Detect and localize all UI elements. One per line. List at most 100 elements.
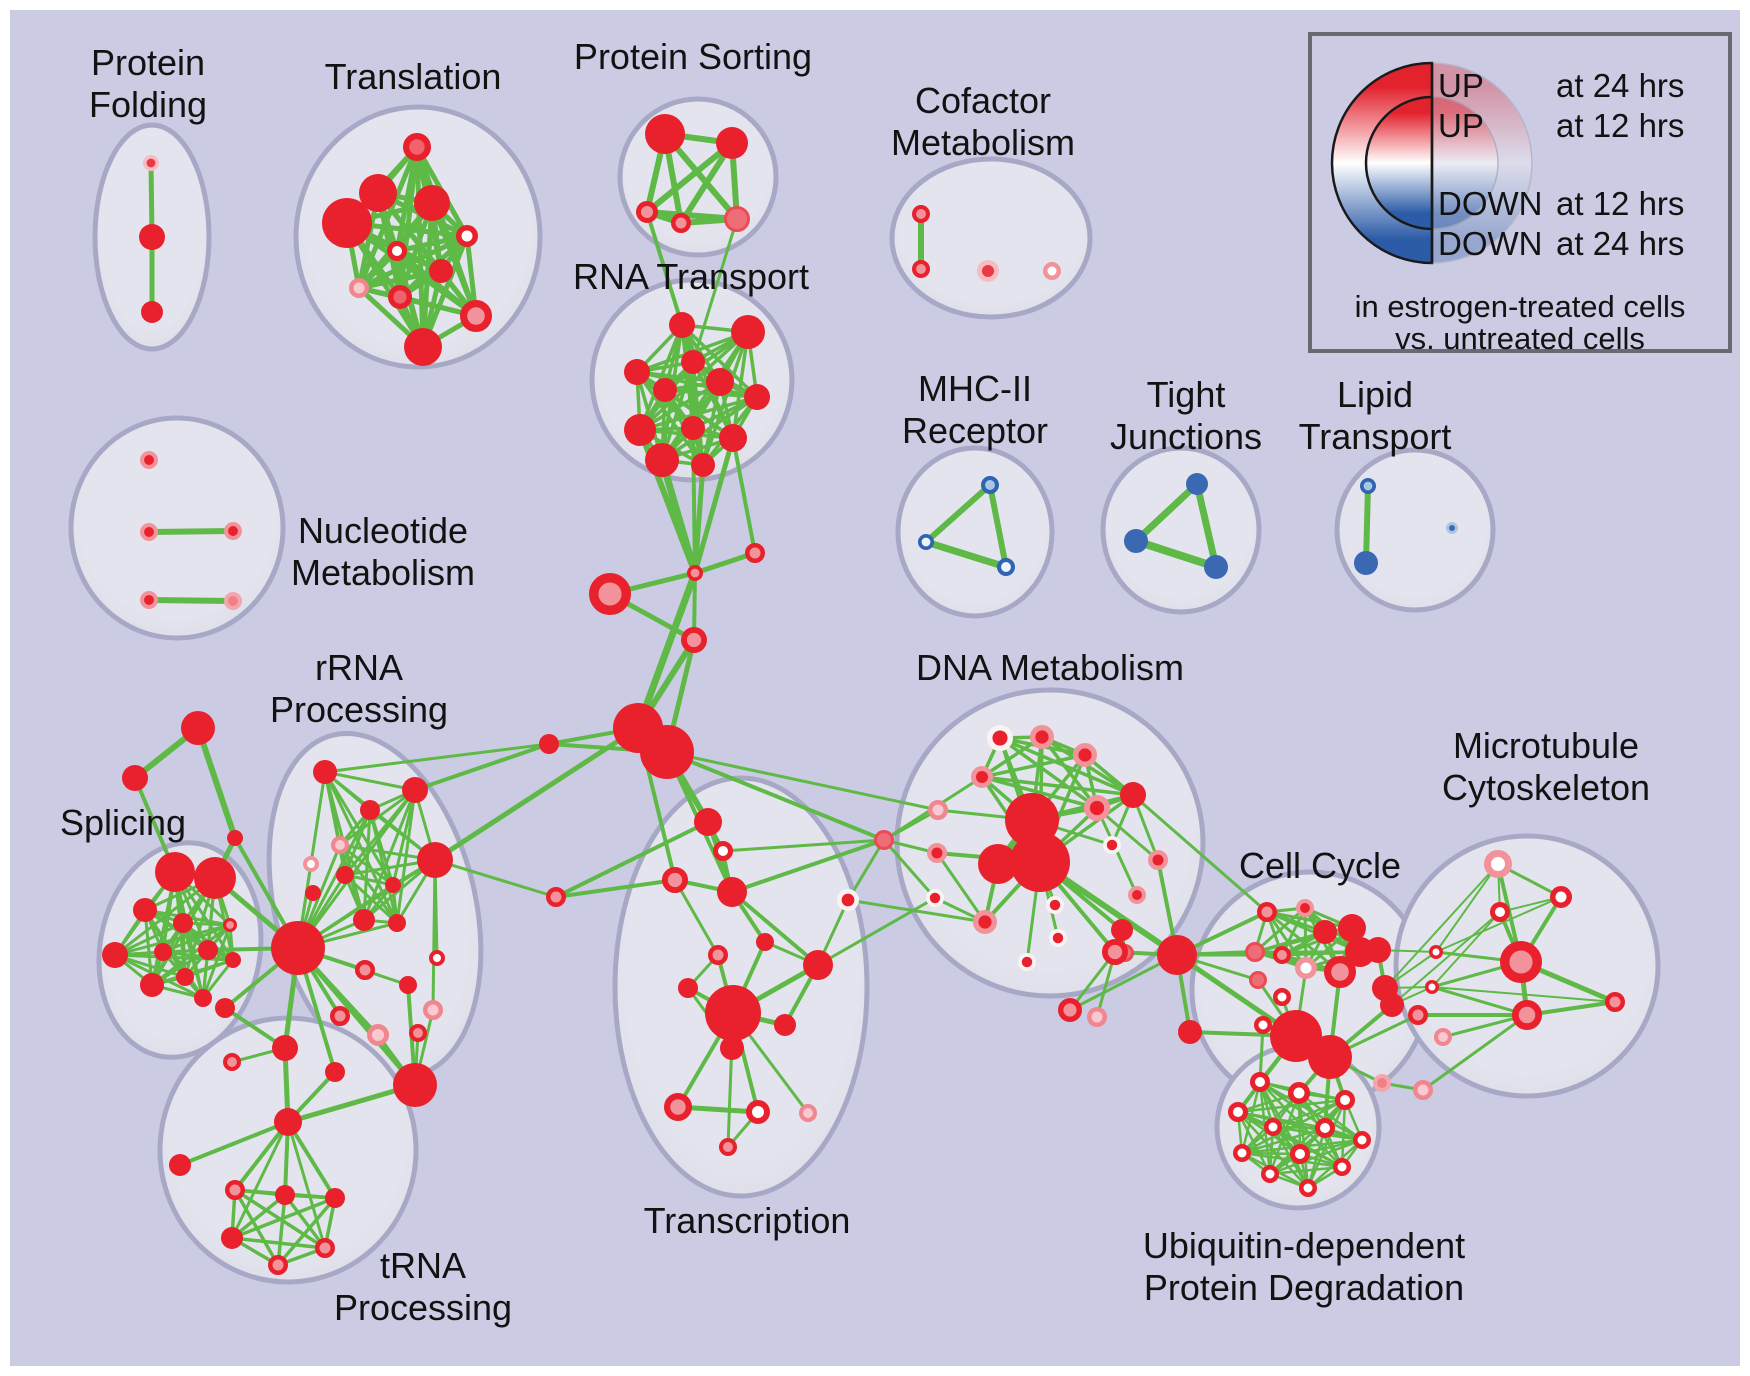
node-dn20 xyxy=(1057,998,1082,1023)
cluster-label-microtubule-cytoskeleton: Microtubule Cytoskeleton xyxy=(1441,725,1651,808)
node-rr9 xyxy=(305,885,321,901)
edge xyxy=(721,838,886,853)
node-cc0 xyxy=(1178,1020,1202,1044)
node-rt9 xyxy=(681,416,705,440)
node-cm3 xyxy=(976,260,999,283)
edge xyxy=(987,482,1009,570)
node-tr2 xyxy=(713,841,733,861)
edge xyxy=(1431,986,1616,1003)
node-lt2 xyxy=(1354,551,1378,575)
node-rt2 xyxy=(731,315,765,349)
node-c2 xyxy=(745,543,765,563)
cluster-label-dna-metabolism: DNA Metabolism xyxy=(915,647,1185,688)
node-dn10 xyxy=(1148,850,1168,870)
node-tr3 xyxy=(661,866,688,893)
edge xyxy=(638,395,759,432)
edge xyxy=(195,725,238,841)
node-tj3 xyxy=(1204,555,1228,579)
edge xyxy=(230,1196,337,1240)
node-tr8 xyxy=(803,950,833,980)
edge xyxy=(816,896,937,967)
edge xyxy=(431,858,437,1012)
cluster-label-transcription: Transcription xyxy=(643,1200,851,1241)
node-u2 xyxy=(1288,1082,1310,1104)
node-rr2 xyxy=(402,777,428,803)
node-cc13 xyxy=(1254,1016,1272,1034)
node-rr3 xyxy=(360,800,380,820)
node-s2 xyxy=(194,857,236,899)
node-cc15 xyxy=(1380,993,1404,1017)
node-u1 xyxy=(1250,1072,1270,1092)
edge xyxy=(286,1120,337,1200)
legend-time-12-up: at 12 hrs xyxy=(1556,107,1685,144)
edge xyxy=(692,550,758,576)
edge xyxy=(113,923,232,957)
node-sp_t1 xyxy=(181,711,215,745)
edge xyxy=(673,878,720,957)
node-mt4 xyxy=(1499,940,1542,983)
node-u12 xyxy=(1299,1179,1317,1197)
node-rr_g xyxy=(271,921,325,975)
node-tr11 xyxy=(664,1093,693,1122)
node-rt10 xyxy=(719,424,747,452)
node-tr_c xyxy=(546,887,566,907)
node-rr6 xyxy=(336,866,354,884)
node-dl1 xyxy=(874,830,894,850)
cluster-label-lipid-transport: Lipid Transport xyxy=(1298,374,1452,457)
node-s5 xyxy=(222,918,237,933)
edge xyxy=(882,838,937,900)
node-ps2 xyxy=(716,127,748,159)
node-tr5 xyxy=(756,933,774,951)
edge xyxy=(1435,896,1562,953)
node-pf3 xyxy=(141,301,163,323)
node-u8 xyxy=(1233,1144,1251,1162)
node-ps4 xyxy=(671,213,691,233)
node-rt1 xyxy=(669,312,695,338)
node-tb6 xyxy=(268,1255,288,1275)
node-cc12 xyxy=(1273,988,1291,1006)
node-cc_g1 xyxy=(1270,1010,1322,1062)
node-n4 xyxy=(139,591,158,610)
edge xyxy=(285,1082,418,1125)
edge xyxy=(691,217,739,364)
edge xyxy=(201,923,232,1000)
node-tr12 xyxy=(746,1100,770,1124)
node-t9 xyxy=(388,285,413,310)
node-rt12 xyxy=(691,453,715,477)
edge xyxy=(846,898,987,924)
node-tb1 xyxy=(225,1180,245,1200)
node-n1 xyxy=(139,450,158,469)
node-cm4 xyxy=(1043,262,1061,280)
edge xyxy=(1391,911,1501,1006)
legend-caption-line1: in estrogen-treated cells xyxy=(1354,289,1686,324)
node-cm1 xyxy=(912,204,931,223)
legend-time-24-down: at 24 hrs xyxy=(1556,225,1685,262)
node-tb2 xyxy=(275,1185,295,1205)
node-rr15 xyxy=(330,1006,350,1026)
edge xyxy=(980,753,1087,779)
node-rt7 xyxy=(744,384,770,410)
node-u9 xyxy=(1290,1144,1310,1164)
cluster-label-tight-junctions: Tight Junctions xyxy=(1109,374,1263,457)
edge xyxy=(276,1196,337,1267)
node-lt1 xyxy=(1360,477,1377,494)
legend-inner-right-half xyxy=(1431,96,1499,230)
cluster-ellipse-cofactor-metabolism xyxy=(889,156,1093,320)
edge xyxy=(233,1120,290,1192)
cluster-ellipse-lipid-transport xyxy=(1334,447,1496,613)
node-u3 xyxy=(1335,1090,1355,1110)
node-cc4 xyxy=(1338,914,1366,942)
node-dn2 xyxy=(1029,725,1054,750)
legend: UP at 24 hrs UP at 12 hrs DOWN at 12 hrs… xyxy=(1308,32,1732,356)
node-sp_t3 xyxy=(227,830,243,846)
node-tr7 xyxy=(678,978,698,998)
node-pf1 xyxy=(143,155,160,172)
node-c1 xyxy=(686,564,703,581)
node-c4 xyxy=(680,626,707,653)
node-pf2 xyxy=(139,224,165,250)
node-tn6 xyxy=(408,1024,427,1043)
edge xyxy=(1131,793,1269,914)
edge xyxy=(1435,863,1499,953)
node-s9 xyxy=(176,968,194,986)
edge xyxy=(368,808,399,925)
